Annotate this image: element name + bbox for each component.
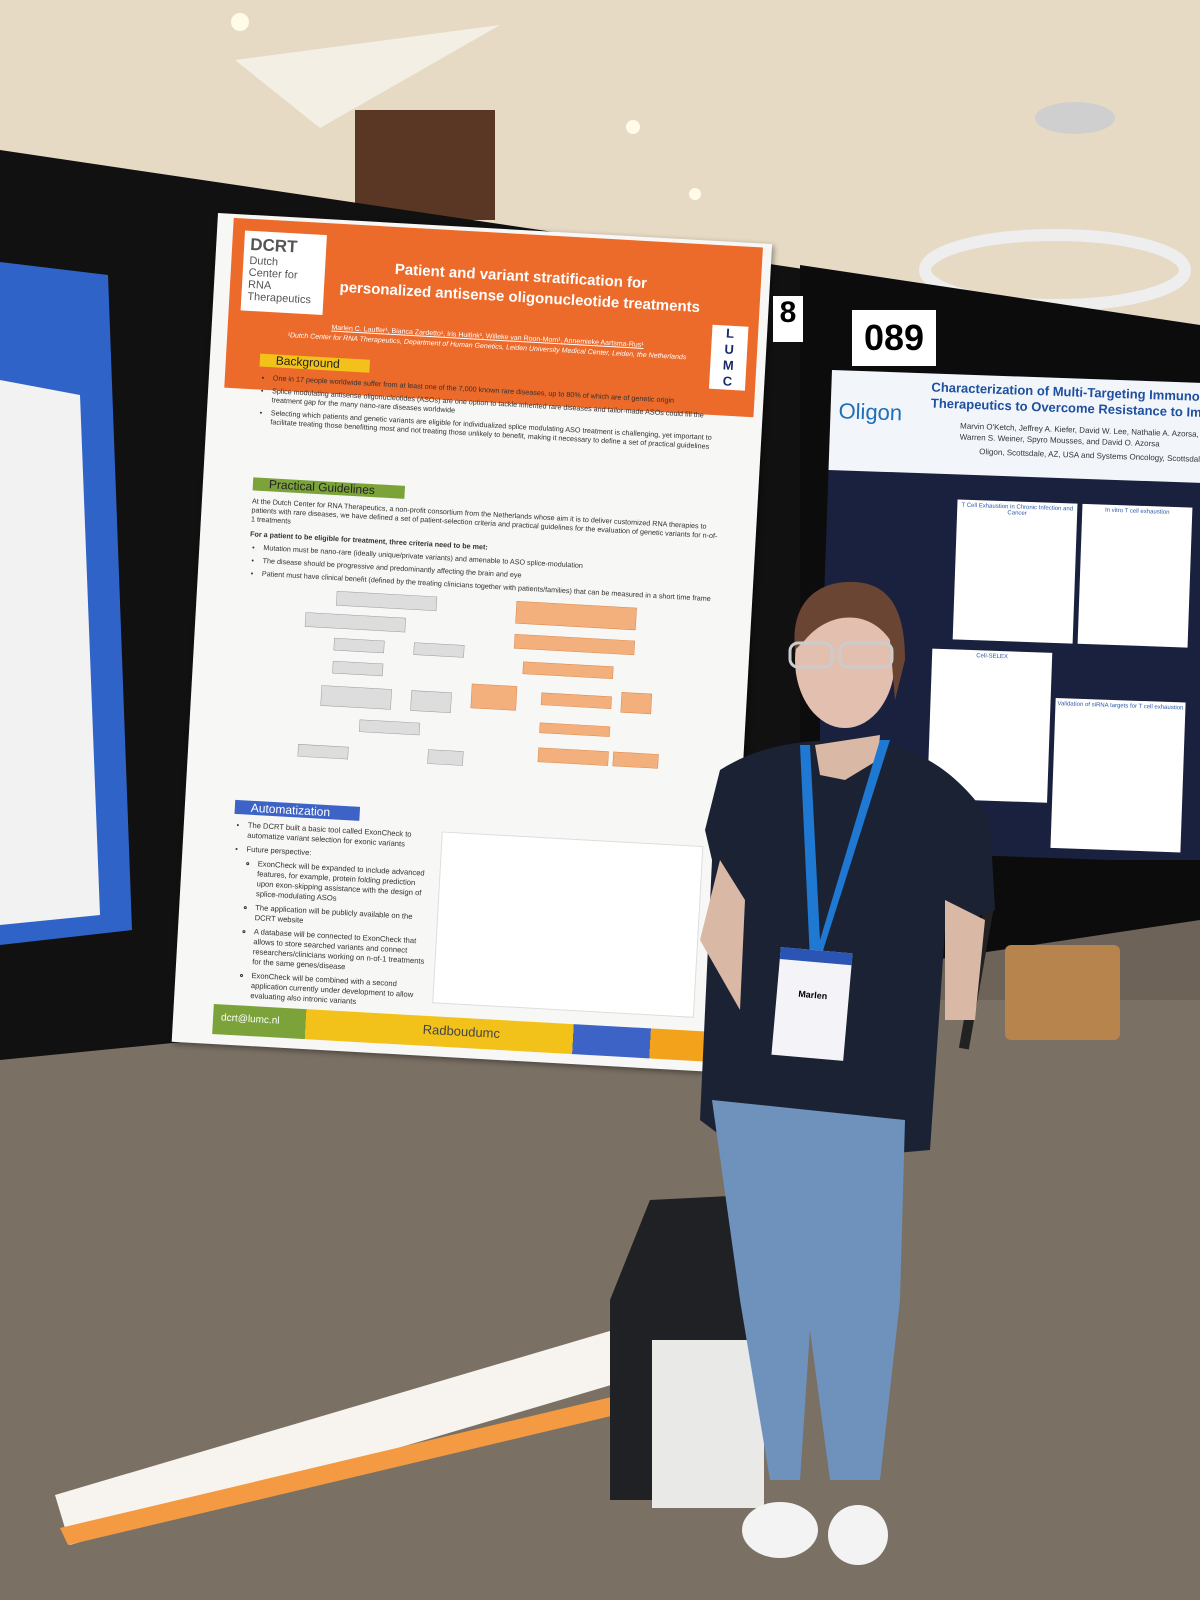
automatization-section: Automatization The DCRT built a basic to… <box>224 799 705 1030</box>
bullet-list: One in 17 people worldwide suffer from a… <box>256 373 728 452</box>
dcrt-logo: DCRT Dutch Center for RNA Therapeutics <box>240 230 327 315</box>
neighbour-poster <box>0 380 100 925</box>
name-badge: Marlen <box>771 947 853 1061</box>
sub-list: ExonCheck will be expanded to include ad… <box>238 859 432 1011</box>
chandelier-top <box>1035 102 1115 134</box>
poster-tube <box>55 1325 645 1545</box>
badge-name: Marlen <box>797 988 828 1002</box>
right-poster: Oligon Characterization of Multi-Targeti… <box>820 370 1200 860</box>
right-poster-title: Characterization of Multi-Targeting Immu… <box>931 379 1200 423</box>
section-heading: Practical Guidelines <box>252 477 406 499</box>
guidelines-section: Practical Guidelines At the Dutch Center… <box>237 477 722 789</box>
logo-line: Therapeutics <box>247 290 312 307</box>
window <box>355 110 495 220</box>
light <box>231 13 249 31</box>
ceiling-panel <box>235 25 500 128</box>
figure-panel: T Cell Exhaustion in Chronic Infection a… <box>952 499 1078 644</box>
board-number: 8 <box>773 296 803 342</box>
partner-logo: Radboudumc <box>422 1021 501 1042</box>
oligon-logo: Oligon <box>838 398 903 426</box>
logo-letter: L <box>725 325 735 341</box>
figure-panel: Cell-SELEX <box>927 648 1053 803</box>
right-poster-frame: Oligon Characterization of Multi-Targeti… <box>820 360 1200 860</box>
flowchart <box>297 590 659 769</box>
text-column: The DCRT built a basic tool called ExonC… <box>224 820 434 1015</box>
sub-bullet: ExonCheck will be combined with a second… <box>250 971 425 1011</box>
sub-bullet: A database will be connected to ExonChec… <box>252 927 428 977</box>
automatization-body: The DCRT built a basic tool called ExonC… <box>224 820 704 1030</box>
right-poster-header: Oligon Characterization of Multi-Targeti… <box>828 370 1200 485</box>
bag <box>1005 945 1120 1040</box>
booklet <box>652 1340 764 1508</box>
logo-letter: U <box>724 341 735 357</box>
poster-tube-ribbon <box>60 1395 628 1545</box>
email: dcrt@lumc.nl <box>220 1012 280 1027</box>
poster-title: Patient and variant stratification for pe… <box>329 255 711 318</box>
main-poster: DCRT Dutch Center for RNA Therapeutics Patie… <box>171 213 773 1073</box>
exoncheck-screenshot <box>432 831 704 1018</box>
figure-panel: Validation of siRNA targets for T cell e… <box>1050 698 1186 853</box>
figure-panel: In vitro T cell exhaustion <box>1077 503 1193 648</box>
light <box>689 188 701 200</box>
sub-bullet: ExonCheck will be expanded to include ad… <box>256 859 432 909</box>
board-number: 089 <box>852 310 936 366</box>
section-heading: Automatization <box>234 799 361 821</box>
bullet-list: The DCRT built a basic tool called ExonC… <box>224 820 434 1011</box>
right-poster-affiliation: Oligon, Scottsdale, AZ, USA and Systems … <box>979 447 1200 465</box>
light <box>626 120 640 134</box>
